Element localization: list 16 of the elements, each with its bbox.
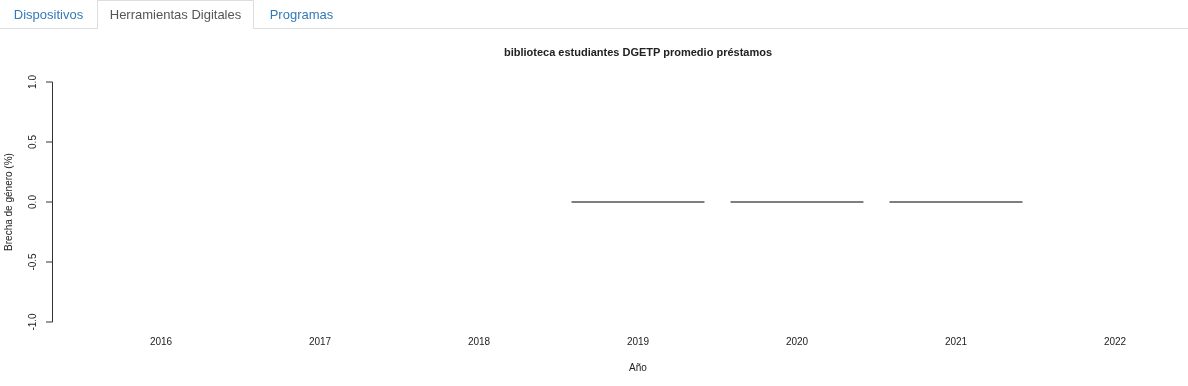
x-tick-label: 2018	[467, 336, 491, 347]
y-tick-label: 1.0	[27, 74, 38, 89]
x-tick-label: 2021	[944, 336, 968, 347]
x-axis-title: Año	[629, 362, 648, 373]
tab-bar: Dispositivos Herramientas Digitales Programas	[0, 0, 1188, 29]
x-tick-label: 2022	[1103, 336, 1127, 347]
y-tick-label: 0.0	[27, 194, 38, 209]
y-tick-label: -0.5	[27, 252, 38, 271]
y-axis-title: Brecha de género (%)	[3, 153, 14, 251]
x-tick-label: 2020	[785, 336, 809, 347]
x-tick-label: 2017	[308, 336, 332, 347]
x-tick-label: 2019	[626, 336, 650, 347]
y-tick-label: 0.5	[27, 134, 38, 149]
y-tick-label: -1.0	[27, 312, 38, 331]
x-tick-label: 2016	[149, 336, 173, 347]
chart-title: biblioteca estudiantes DGETP promedio préstamos	[503, 46, 773, 58]
